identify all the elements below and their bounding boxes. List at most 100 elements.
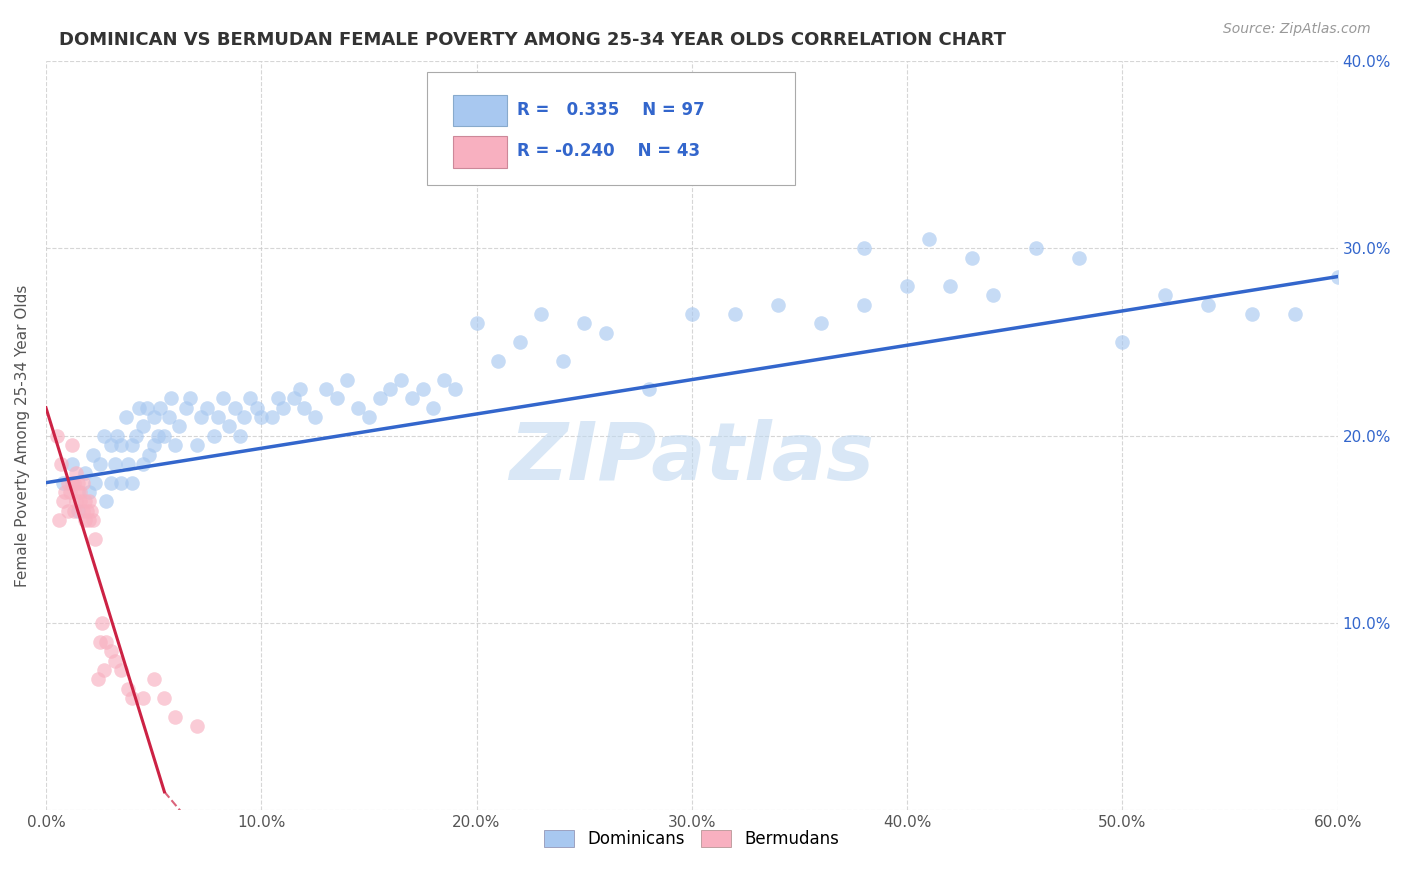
Point [509,335,531,350]
Point [49,457,72,471]
Point [368,392,391,406]
Point [117,457,139,471]
Point [637,382,659,396]
Point [93,429,115,443]
Point [91,616,114,631]
Point [110,475,132,490]
Point [125,429,148,443]
Point [59,485,82,500]
Point [246,401,269,415]
Point [89,635,111,649]
Point [853,242,876,256]
Point [207,410,229,425]
Point [917,232,939,246]
Point [288,382,311,396]
Point [595,326,617,340]
Point [72,504,94,518]
Point [412,382,434,396]
Point [93,663,115,677]
Point [1284,307,1306,321]
Point [228,429,250,443]
Point [218,419,240,434]
Point [224,401,246,415]
Point [72,475,94,490]
Point [165,710,187,724]
Point [100,475,122,490]
Point [48,513,70,527]
Point [960,251,983,265]
Point [157,410,180,425]
Y-axis label: Female Poverty Among 25-34 Year Olds: Female Poverty Among 25-34 Year Olds [15,285,30,587]
Point [52,494,75,508]
Point [132,457,155,471]
Point [401,392,423,406]
Point [239,392,262,406]
Point [121,475,143,490]
Point [89,457,111,471]
Point [681,307,703,321]
Point [96,635,118,649]
Point [67,504,90,518]
Point [104,457,127,471]
Point [82,513,104,527]
Point [153,429,176,443]
Point [304,410,326,425]
Point [250,410,273,425]
Point [100,438,122,452]
Text: DOMINICAN VS BERMUDAN FEMALE POVERTY AMONG 25-34 YEAR OLDS CORRELATION CHART: DOMINICAN VS BERMUDAN FEMALE POVERTY AMO… [59,31,1007,49]
Point [1111,335,1133,350]
Point [486,354,509,368]
Text: R = -0.240    N = 43: R = -0.240 N = 43 [517,142,700,160]
Point [283,392,305,406]
Point [76,504,98,518]
Point [77,485,100,500]
Point [169,419,191,434]
Point [77,494,100,508]
Point [63,504,86,518]
Point [146,429,169,443]
Point [142,673,165,687]
Point [325,392,347,406]
Point [56,475,79,490]
Point [1326,269,1348,284]
Point [128,401,150,415]
Point [136,401,159,415]
Point [853,298,876,312]
Point [1198,298,1220,312]
Point [96,494,118,508]
Point [389,373,412,387]
Point [53,485,76,500]
Point [73,513,96,527]
Point [117,681,139,696]
Point [1154,288,1177,302]
Point [444,382,467,396]
Point [132,419,155,434]
Point [132,691,155,706]
Point [67,475,90,490]
Point [357,410,380,425]
Point [179,392,201,406]
Point [315,382,337,396]
Point [149,401,172,415]
Point [77,513,100,527]
Point [60,475,83,490]
Point [197,401,219,415]
Point [84,475,107,490]
Point [271,401,294,415]
Point [202,429,225,443]
FancyBboxPatch shape [453,95,508,127]
Point [896,279,918,293]
Point [105,429,128,443]
Point [1240,307,1263,321]
Point [1025,242,1047,256]
Point [114,410,136,425]
Point [65,494,87,508]
Point [110,663,132,677]
Point [233,410,256,425]
Point [52,475,75,490]
Point [84,532,107,546]
Point [60,438,83,452]
Point [73,494,96,508]
Text: Source: ZipAtlas.com: Source: ZipAtlas.com [1223,22,1371,37]
Point [433,373,456,387]
